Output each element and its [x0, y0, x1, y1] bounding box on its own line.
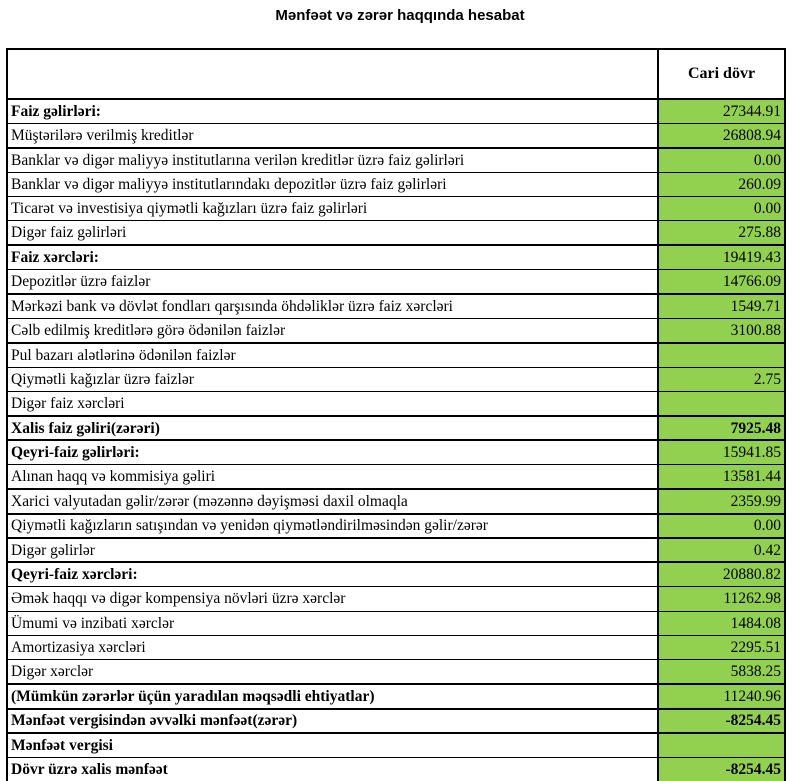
row-value: 19419.43	[657, 244, 786, 271]
table-row: Əmək haqqı və digər kompensiya növləri ü…	[6, 586, 786, 612]
row-label: Faiz xərcləri:	[6, 244, 659, 271]
page-title: Mənfəət və zərər haqqında hesabat	[275, 7, 525, 24]
row-value: 1549.71	[657, 293, 786, 320]
row-label: Mənfəət vergisindən əvvəlki mənfəət(zərə…	[6, 708, 659, 735]
row-value: 0.00	[657, 513, 786, 540]
row-label: Cəlb edilmiş kreditlərə görə ödənilən fa…	[6, 318, 659, 344]
row-value: 0.00	[657, 147, 786, 173]
row-value: 2295.51	[657, 635, 786, 661]
profit-loss-table: Cari dövr Faiz gəlirləri: 27344.91 Müştə…	[6, 48, 786, 781]
row-value: 1484.08	[657, 610, 786, 637]
row-label: Amortizasiya xərcləri	[6, 635, 659, 661]
table-row: Qiymətli kağızlar üzrə faizlər 2.75	[6, 366, 786, 393]
row-label: Qiymətli kağızların satışından və yenidə…	[6, 513, 659, 540]
row-label: Qiymətli kağızlar üzrə faizlər	[6, 366, 659, 393]
row-value: 11240.96	[657, 683, 786, 710]
table-row: Digər faiz xərcləri	[6, 391, 786, 418]
table-row: Depozitlər üzrə faizlər 14766.09	[6, 269, 786, 296]
row-value: 11262.98	[657, 586, 786, 612]
row-value: 2359.99	[657, 488, 786, 515]
table-row: Mənfəət vergisindən əvvəlki mənfəət(zərə…	[6, 708, 786, 735]
row-label: Depozitlər üzrə faizlər	[6, 269, 659, 296]
row-value	[657, 342, 786, 368]
table-row: Alınan haqq və kommisiya gəliri 13581.44	[6, 464, 786, 491]
row-label: Xarici valyutadan gəlir/zərər (məzənnə d…	[6, 488, 659, 515]
table-row: Mərkəzi bank və dövlət fondları qarşısın…	[6, 293, 786, 320]
row-value: 0.42	[657, 537, 786, 564]
table-row: Müştərilərə verilmiş kreditlər 26808.94	[6, 122, 786, 149]
row-label: Digər faiz gəlirləri	[6, 220, 659, 247]
table-row: Digər gəlirlər 0.42	[6, 537, 786, 564]
table-row: Mənfəət vergisi	[6, 732, 786, 759]
header-empty-cell	[6, 48, 659, 100]
table-row: Qiymətli kağızların satışından və yenidə…	[6, 513, 786, 540]
row-value: 0.00	[657, 196, 786, 222]
row-value: 3100.88	[657, 318, 786, 344]
row-label: Faiz gəlirləri:	[6, 98, 659, 124]
table-row: Banklar və digər maliyyə institutlarında…	[6, 171, 786, 198]
row-label: Digər gəlirlər	[6, 537, 659, 564]
row-value: 15941.85	[657, 439, 786, 466]
row-value: 27344.91	[657, 98, 786, 124]
row-label: Pul bazarı alətlərinə ödənilən faizlər	[6, 342, 659, 368]
row-value	[657, 391, 786, 418]
table-row: (Mümkün zərərlər üçün yaradılan məqsədli…	[6, 683, 786, 710]
table-row: Qeyri-faiz gəlirləri: 15941.85	[6, 439, 786, 466]
row-value: 13581.44	[657, 464, 786, 491]
table-row: Qeyri-faiz xərcləri: 20880.82	[6, 561, 786, 588]
table-row: Dövr üzrə xalis mənfəət -8254.45	[6, 757, 786, 781]
row-label: Qeyri-faiz gəlirləri:	[6, 439, 659, 466]
row-label: Xalis faiz gəliri(zərəri)	[6, 415, 659, 442]
table-row: Ticarət və investisiya qiymətli kağızlar…	[6, 196, 786, 222]
row-value: 275.88	[657, 220, 786, 247]
row-value	[657, 732, 786, 759]
row-label: Ticarət və investisiya qiymətli kağızlar…	[6, 196, 659, 222]
row-value: 20880.82	[657, 561, 786, 588]
row-label: Mənfəət vergisi	[6, 732, 659, 759]
table-row: Digər faiz gəlirləri 275.88	[6, 220, 786, 247]
row-value: 5838.25	[657, 659, 786, 686]
row-value: -8254.45	[657, 757, 786, 781]
row-value: -8254.45	[657, 708, 786, 735]
row-value: 2.75	[657, 366, 786, 393]
table-body: Cari dövr Faiz gəlirləri: 27344.91 Müştə…	[6, 48, 786, 781]
table-row: Faiz xərcləri: 19419.43	[6, 244, 786, 271]
table-row: Pul bazarı alətlərinə ödənilən faizlər	[6, 342, 786, 368]
row-value: 7925.48	[657, 415, 786, 442]
row-label: Ümumi və inzibati xərclər	[6, 610, 659, 637]
table-header-row: Cari dövr	[6, 48, 786, 100]
row-label: (Mümkün zərərlər üçün yaradılan məqsədli…	[6, 683, 659, 710]
table-row: Xarici valyutadan gəlir/zərər (məzənnə d…	[6, 488, 786, 515]
row-label: Mərkəzi bank və dövlət fondları qarşısın…	[6, 293, 659, 320]
table-row: Faiz gəlirləri: 27344.91	[6, 98, 786, 124]
row-value: 260.09	[657, 171, 786, 198]
row-label: Digər faiz xərcləri	[6, 391, 659, 418]
row-label: Əmək haqqı və digər kompensiya növləri ü…	[6, 586, 659, 612]
column-header-cari-dovr: Cari dövr	[657, 48, 786, 100]
table-row: Ümumi və inzibati xərclər 1484.08	[6, 610, 786, 637]
row-value: 14766.09	[657, 269, 786, 296]
table-row: Xalis faiz gəliri(zərəri) 7925.48	[6, 415, 786, 442]
row-label: Qeyri-faiz xərcləri:	[6, 561, 659, 588]
row-label: Banklar və digər maliyyə institutlarında…	[6, 171, 659, 198]
table-row: Banklar və digər maliyyə institutlarına …	[6, 147, 786, 173]
table-row: Cəlb edilmiş kreditlərə görə ödənilən fa…	[6, 318, 786, 344]
table-row: Digər xərclər 5838.25	[6, 659, 786, 686]
row-label: Digər xərclər	[6, 659, 659, 686]
row-label: Müştərilərə verilmiş kreditlər	[6, 122, 659, 149]
table-row: Amortizasiya xərcləri 2295.51	[6, 635, 786, 661]
row-label: Banklar və digər maliyyə institutlarına …	[6, 147, 659, 173]
row-label: Alınan haqq və kommisiya gəliri	[6, 464, 659, 491]
row-label: Dövr üzrə xalis mənfəət	[6, 757, 659, 781]
row-value: 26808.94	[657, 122, 786, 149]
